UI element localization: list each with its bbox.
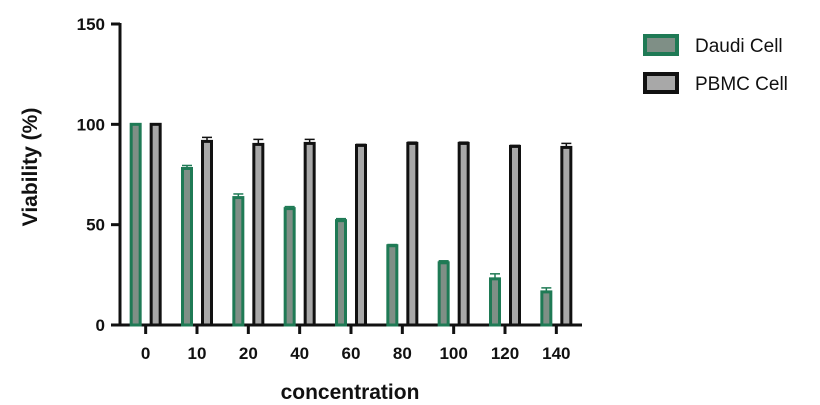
legend: Daudi Cell PBMC Cell: [643, 34, 788, 95]
x-tick-label: 140: [542, 344, 570, 363]
bar-daudi: [129, 122, 142, 327]
x-tick-label: 40: [290, 344, 309, 363]
x-tick-label: 120: [491, 344, 519, 363]
legend-swatch-daudi: [643, 34, 679, 56]
legend-swatch-pbmc: [643, 72, 679, 94]
x-axis-title: concentration: [281, 381, 420, 404]
bar-pbmc: [406, 141, 419, 327]
bar-daudi: [232, 196, 245, 327]
x-tick-label: 100: [439, 344, 467, 363]
y-tick-label: 100: [77, 115, 105, 134]
bar-daudi: [386, 244, 399, 327]
bar-pbmc: [149, 122, 162, 327]
bar-daudi: [489, 277, 501, 327]
bar-daudi: [335, 219, 347, 327]
x-tick-label: 10: [188, 344, 207, 363]
y-tick-label: 50: [86, 216, 105, 235]
bar-daudi: [181, 166, 193, 327]
x-tick-label: 0: [141, 344, 150, 363]
y-tick-label: 0: [96, 316, 105, 335]
bar-pbmc: [509, 144, 521, 327]
bar-pbmc: [201, 139, 213, 327]
legend-label-pbmc: PBMC Cell: [695, 74, 788, 95]
x-tick-label: 80: [393, 344, 412, 363]
bar-pbmc: [560, 145, 573, 327]
x-tick-label: 20: [239, 344, 258, 363]
bar-pbmc: [303, 141, 316, 327]
bar-pbmc: [252, 142, 265, 327]
plot-area: 0 50 100 150 0 10 20 40 60 80 100 120 140: [77, 15, 582, 363]
bar-daudi: [437, 261, 450, 327]
x-tick-label: 60: [342, 344, 361, 363]
legend-label-daudi: Daudi Cell: [695, 36, 783, 57]
bar-pbmc: [457, 141, 470, 327]
bar-daudi: [283, 207, 296, 327]
bar-pbmc: [355, 143, 367, 327]
y-axis-title: Viability (%): [19, 108, 42, 227]
y-tick-label: 150: [77, 15, 105, 34]
bar-daudi: [540, 290, 553, 327]
